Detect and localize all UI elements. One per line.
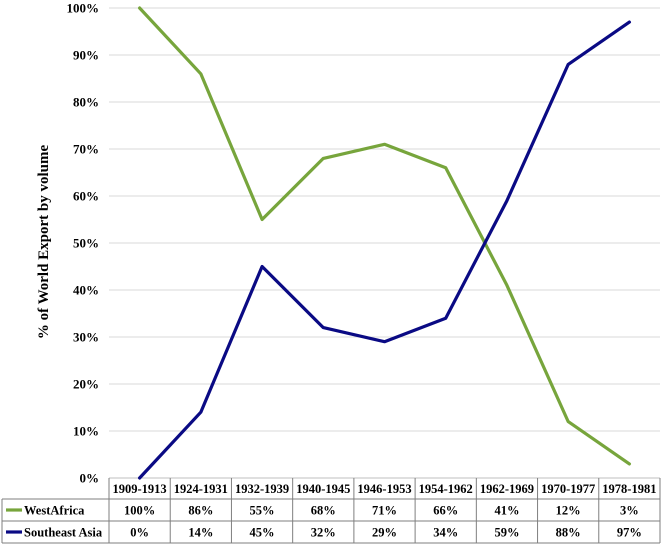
data-label: 45% (250, 526, 275, 540)
data-label: 55% (250, 504, 275, 518)
data-label: 68% (311, 504, 336, 518)
y-tick-label: 10% (73, 424, 99, 439)
y-tick-label: 50% (73, 236, 99, 251)
y-tick-label: 90% (73, 48, 99, 63)
legend-label-westafrica: WestAfrica (24, 504, 85, 518)
y-tick-label: 60% (73, 189, 99, 204)
data-label: 71% (372, 504, 397, 518)
x-tick-label: 1924-1931 (174, 482, 228, 496)
data-label: 59% (494, 526, 519, 540)
x-tick-label: 1940-1945 (296, 482, 350, 496)
data-label: 86% (188, 504, 213, 518)
y-axis-title: % of World Export by volume (36, 145, 52, 340)
data-label: 66% (433, 504, 458, 518)
x-tick-label: 1946-1953 (357, 482, 411, 496)
data-label: 100% (124, 504, 155, 518)
y-tick-label: 30% (73, 330, 99, 345)
data-label: 14% (188, 526, 213, 540)
y-axis-ticks: 0% 10% 20% 30% 40% 50% 60% 70% 80% 90% 100% (67, 1, 100, 486)
x-tick-label: 1909-1913 (113, 482, 167, 496)
legend-label-southeast-asia: Southeast Asia (24, 526, 103, 540)
data-label: 0% (130, 526, 149, 540)
y-tick-label: 100% (67, 1, 100, 16)
data-label: 12% (556, 504, 581, 518)
y-tick-label: 0% (80, 471, 100, 486)
series-line-westafrica (138, 6, 632, 466)
data-table: 1909-1913 1924-1931 1932-1939 1940-1945 1946… (1, 478, 661, 544)
data-label: 34% (433, 526, 458, 540)
series-line-southeast-asia (138, 20, 632, 480)
y-tick-label: 20% (73, 377, 99, 392)
x-tick-label: 1954-1962 (419, 482, 473, 496)
x-tick-label: 1978-1981 (602, 482, 656, 496)
data-label: 3% (620, 504, 639, 518)
series-lines (138, 6, 632, 480)
x-tick-label: 1970-1977 (541, 482, 595, 496)
data-label: 88% (556, 526, 581, 540)
gridlines (109, 7, 660, 479)
data-label: 97% (617, 526, 642, 540)
x-tick-label: 1962-1969 (480, 482, 534, 496)
y-tick-label: 40% (73, 283, 99, 298)
data-label: 29% (372, 526, 397, 540)
y-tick-label: 80% (73, 95, 99, 110)
data-label: 32% (311, 526, 336, 540)
x-tick-label: 1932-1939 (235, 482, 289, 496)
y-tick-label: 70% (73, 142, 99, 157)
data-label: 41% (494, 504, 519, 518)
